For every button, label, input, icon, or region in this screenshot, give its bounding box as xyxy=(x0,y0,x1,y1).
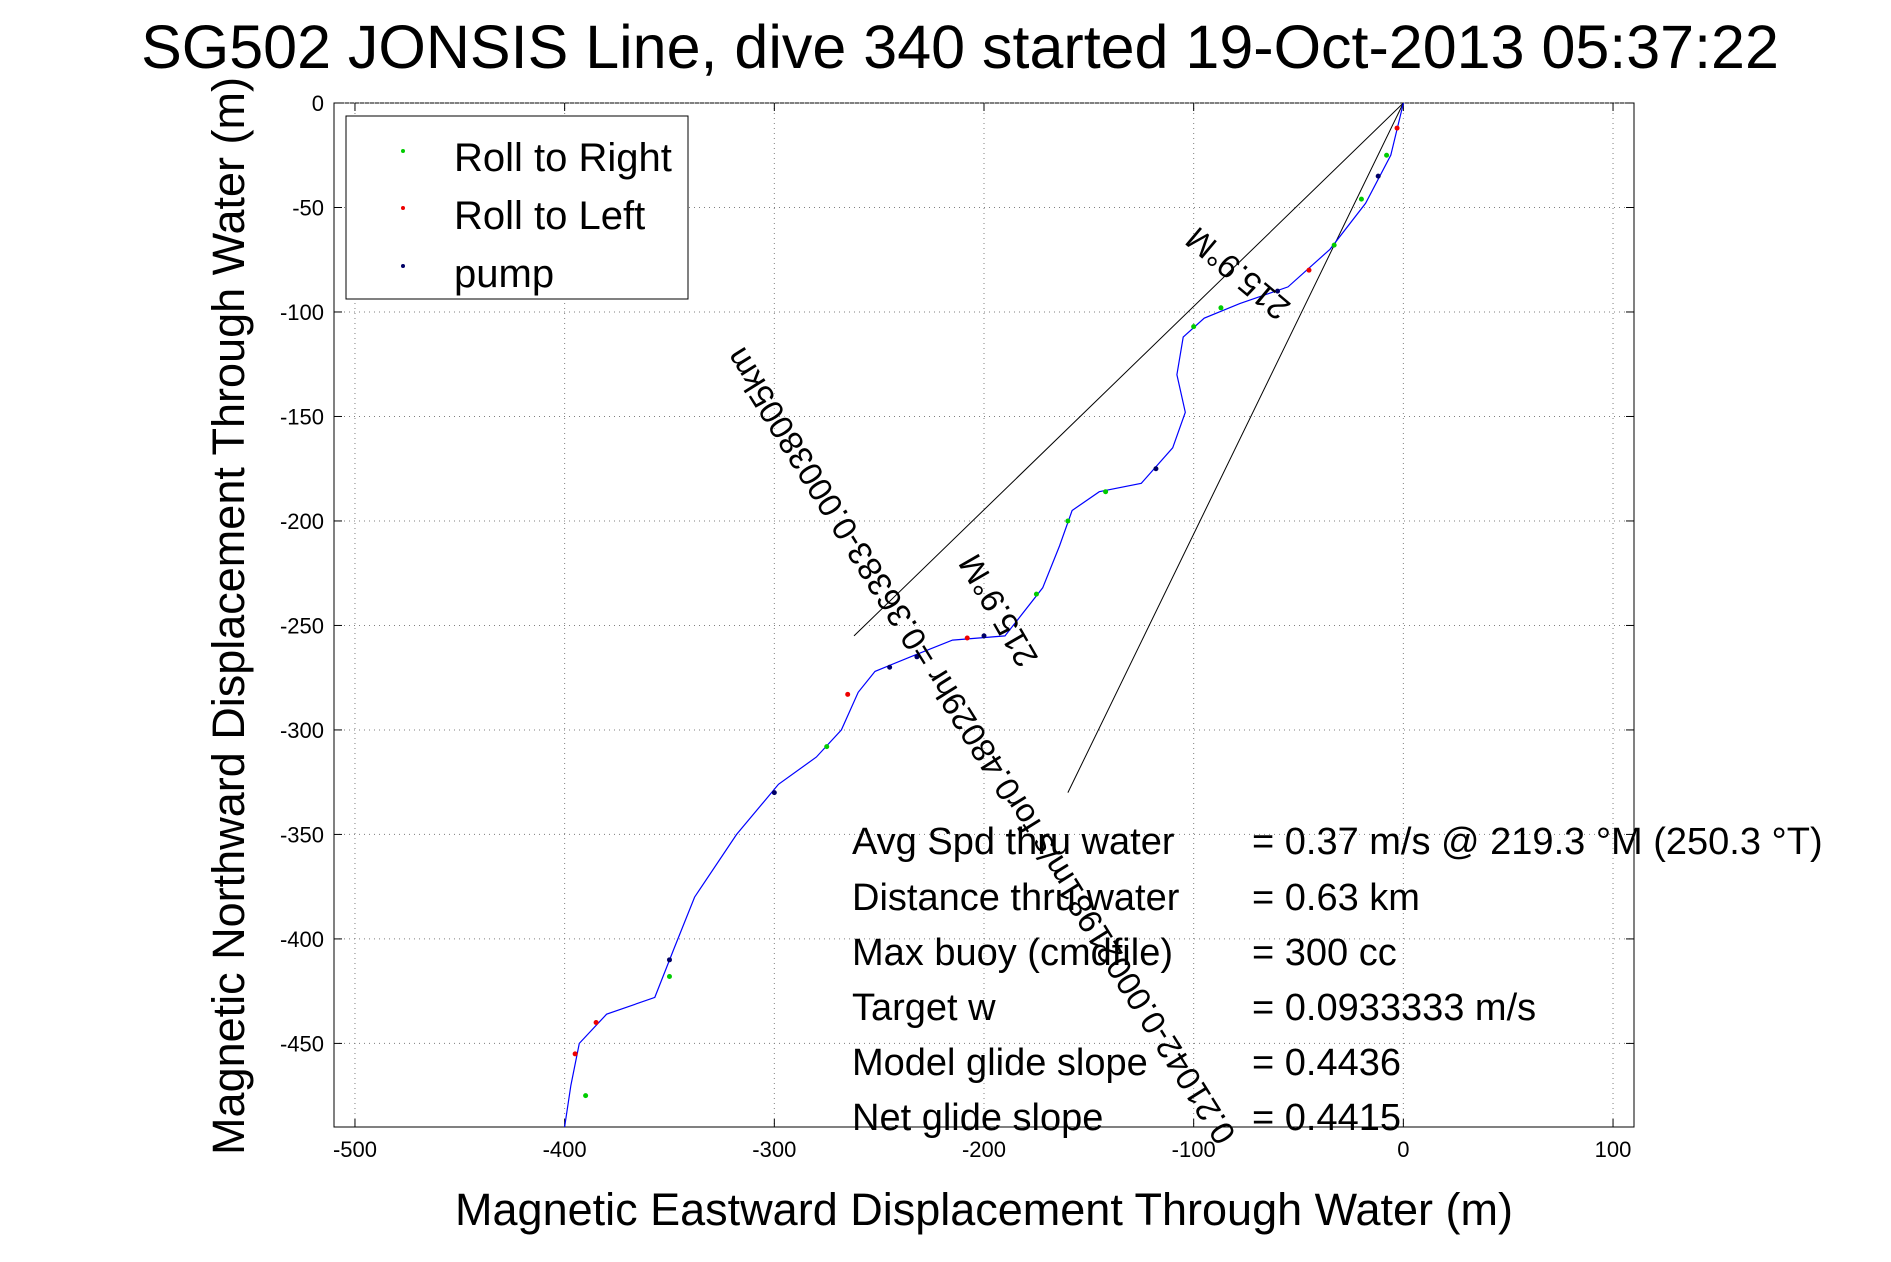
roll-right-marker xyxy=(824,744,830,750)
roll-left-marker xyxy=(964,635,970,641)
stat-value: = 0.37 m/s @ 219.3 °M (250.3 °T) xyxy=(1252,821,1823,863)
y-axis-label: Magnetic Northward Displacement Through … xyxy=(203,77,254,1155)
legend-swatch-roll-left xyxy=(401,206,405,210)
pump-marker xyxy=(887,664,893,670)
roll-left-marker xyxy=(845,691,851,697)
pump-marker xyxy=(666,957,672,963)
x-tick-label: -400 xyxy=(543,1137,587,1162)
track-markers xyxy=(572,125,1400,1099)
legend-label-pump: pump xyxy=(454,252,554,296)
roll-right-marker xyxy=(1065,518,1071,524)
pump-marker xyxy=(914,654,920,660)
roll-right-marker xyxy=(1331,242,1337,248)
roll-right-marker xyxy=(1033,591,1039,597)
cone-line xyxy=(853,102,1404,637)
x-tick-label: -200 xyxy=(962,1137,1006,1162)
pump-marker xyxy=(771,790,777,796)
x-tick-label: 0 xyxy=(1397,1137,1409,1162)
x-tick-label: -100 xyxy=(1172,1137,1216,1162)
y-tick-label: -400 xyxy=(280,927,324,952)
roll-left-marker xyxy=(1394,125,1400,131)
legend-label-roll-left: Roll to Left xyxy=(454,194,645,238)
roll-right-marker xyxy=(1358,196,1364,202)
dive-statistics: Avg Spd thru water = 0.37 m/s @ 219.3 °M… xyxy=(852,821,1823,1139)
y-tick-label: -250 xyxy=(280,613,324,638)
x-tick-label: -300 xyxy=(752,1137,796,1162)
stat-value: = 0.4436 xyxy=(1252,1042,1401,1084)
pump-marker xyxy=(1375,173,1381,179)
legend-swatch-pump xyxy=(401,264,405,268)
legend-label-roll-right: Roll to Right xyxy=(454,136,672,180)
y-axis-ticks: 0 -50 -100 -150 -200 -250 -300 -350 -400 -450 xyxy=(280,91,1634,1056)
y-tick-label: -200 xyxy=(280,509,324,534)
legend: Roll to Right Roll to Left pump xyxy=(345,115,689,300)
x-tick-label: 100 xyxy=(1595,1137,1632,1162)
y-tick-label: -300 xyxy=(280,718,324,743)
roll-left-marker xyxy=(1306,267,1312,273)
stat-label: Target w xyxy=(852,987,996,1029)
cone-line xyxy=(1067,102,1404,793)
pump-marker xyxy=(981,633,987,639)
chart-title: SG502 JONSIS Line, dive 340 started 19-O… xyxy=(141,13,1779,81)
stat-value: = 300 cc xyxy=(1252,932,1397,974)
roll-right-marker xyxy=(583,1093,589,1099)
pump-marker xyxy=(1275,288,1281,294)
y-tick-label: -350 xyxy=(280,822,324,847)
stat-value: = 0.63 km xyxy=(1252,877,1420,919)
roll-right-marker xyxy=(1103,489,1109,495)
stat-value: = 0.0933333 m/s xyxy=(1252,987,1536,1029)
pump-marker xyxy=(1153,466,1159,472)
stat-label: Max buoy (cmdfile) xyxy=(852,932,1173,974)
roll-left-marker xyxy=(572,1051,578,1057)
stat-label: Net glide slope xyxy=(852,1097,1103,1139)
x-axis-ticks: -500 -400 -300 -200 -100 0 100 xyxy=(333,103,1631,1162)
y-tick-label: -450 xyxy=(280,1031,324,1056)
track-line xyxy=(564,102,1404,1128)
direction-cone xyxy=(853,102,1404,793)
stat-label: Distance thru water xyxy=(852,877,1180,919)
x-axis-label: Magnetic Eastward Displacement Through W… xyxy=(455,1184,1513,1235)
stat-label: Avg Spd thru water xyxy=(852,821,1175,863)
roll-left-marker xyxy=(593,1020,599,1026)
y-tick-label: -50 xyxy=(292,195,324,220)
y-tick-label: 0 xyxy=(312,91,324,116)
dive-track xyxy=(564,102,1404,1128)
y-tick-label: -100 xyxy=(280,300,324,325)
stat-value: = 0.4415 xyxy=(1252,1097,1401,1139)
stat-label: Model glide slope xyxy=(852,1042,1148,1084)
roll-right-marker xyxy=(1191,324,1197,330)
roll-right-marker xyxy=(666,974,672,980)
roll-right-marker xyxy=(1384,152,1390,158)
y-tick-label: -150 xyxy=(280,404,324,429)
roll-right-marker xyxy=(1218,305,1224,311)
legend-swatch-roll-right xyxy=(401,149,405,153)
x-tick-label: -500 xyxy=(333,1137,377,1162)
